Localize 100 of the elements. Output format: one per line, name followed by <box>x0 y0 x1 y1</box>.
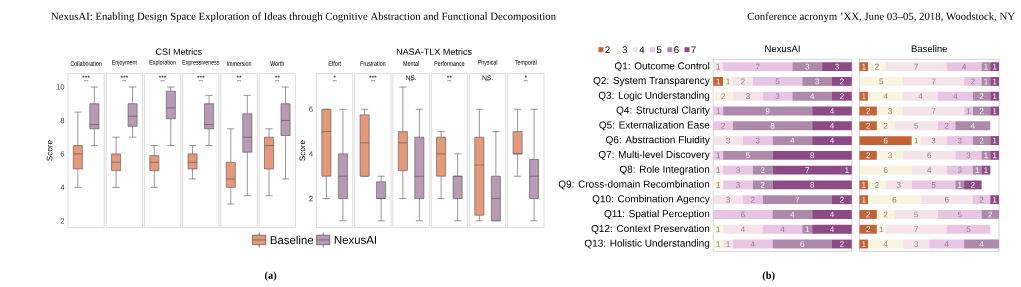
data-label: 1 <box>958 182 962 188</box>
data-label: 3 <box>745 93 750 100</box>
data-label: 2 <box>979 137 984 144</box>
bar <box>868 91 904 101</box>
data-label: 1 <box>993 197 997 203</box>
chart-title: NexusAI <box>765 45 800 53</box>
y-tick-label: Q6: Abstraction Fluidity <box>606 136 710 146</box>
data-label: 5 <box>775 78 780 85</box>
data-label: 3 <box>815 78 820 85</box>
bar <box>812 224 852 234</box>
bar <box>752 180 773 190</box>
legend-label: 3 <box>622 46 627 54</box>
bar <box>885 62 947 72</box>
data-label: 2 <box>883 123 888 129</box>
bar <box>859 210 877 220</box>
data-label: 5 <box>879 78 884 85</box>
data-label: 2 <box>883 211 888 218</box>
data-label: 4 <box>790 137 795 144</box>
data-label: 4 <box>780 226 785 233</box>
y-tick-label: Q11: Spatial Perception <box>604 209 710 220</box>
data-label: 2 <box>979 108 984 114</box>
data-label: 6 <box>741 211 745 218</box>
data-label: 2 <box>840 78 844 85</box>
data-label: 6 <box>883 137 888 144</box>
data-label: 3 <box>957 137 962 144</box>
bar <box>792 91 832 101</box>
bar <box>911 165 947 175</box>
data-label: 1 <box>966 108 971 114</box>
data-label: 1 <box>993 78 997 85</box>
data-label: 3 <box>835 63 839 70</box>
bar <box>955 121 991 131</box>
data-label: 6 <box>944 196 949 203</box>
data-label: 2 <box>840 93 844 100</box>
data-label: 1 <box>716 78 720 85</box>
data-label: 2 <box>750 196 755 203</box>
bar <box>885 224 947 234</box>
bar <box>713 121 733 131</box>
data-label: 1 <box>984 167 988 174</box>
data-label: 8 <box>810 182 815 188</box>
data-label: 1 <box>984 78 988 85</box>
bar <box>894 121 938 131</box>
legend-label: 5 <box>656 46 662 54</box>
chart-title: Baseline <box>911 45 948 53</box>
data-label: 4 <box>750 241 755 247</box>
bar <box>723 151 773 160</box>
bar <box>812 136 852 146</box>
bar <box>723 165 753 175</box>
data-label: 2 <box>988 211 993 218</box>
bar <box>885 180 912 190</box>
bar <box>713 136 743 146</box>
data-label: 2 <box>979 196 984 203</box>
bar <box>903 91 938 101</box>
data-label: 4 <box>790 211 795 218</box>
data-label: 5 <box>957 211 962 218</box>
bar <box>713 151 724 160</box>
data-label: 2 <box>866 123 871 129</box>
bar <box>713 91 733 101</box>
legend-label: 6 <box>674 46 679 54</box>
bar <box>868 195 921 205</box>
bar <box>723 77 733 86</box>
data-label: 1 <box>862 63 866 70</box>
bar <box>859 121 877 131</box>
data-label: 7 <box>914 63 918 70</box>
data-label: 6 <box>883 167 888 174</box>
text: (a) <box>264 271 277 282</box>
bar <box>832 77 852 86</box>
bar <box>937 91 973 101</box>
bar <box>733 121 813 131</box>
data-label: 5 <box>914 123 919 129</box>
data-label: 1 <box>716 241 720 247</box>
bar <box>723 224 763 234</box>
y-tick-label: Q3: Logic Understanding <box>598 91 710 101</box>
data-label: 2 <box>866 226 871 233</box>
bar <box>713 62 724 72</box>
bar <box>772 210 813 220</box>
data-label: 1 <box>716 182 720 188</box>
bar <box>972 195 991 205</box>
bar <box>876 121 895 131</box>
text: NASA-TLX Metrics <box>396 48 472 56</box>
bar <box>937 210 982 220</box>
y-tick-label: Q2: System Transparency <box>593 77 710 87</box>
data-label: 8 <box>770 123 775 129</box>
bar <box>920 136 947 146</box>
bar <box>972 91 991 101</box>
data-label: 2 <box>741 78 745 85</box>
y-tick-label: Q8: Role Integration <box>619 165 710 175</box>
data-label: 5 <box>931 182 936 188</box>
data-label: 8 <box>810 152 815 159</box>
data-label: 1 <box>993 108 997 114</box>
y-axis-title: Score <box>299 140 306 161</box>
data-label: 1 <box>993 152 997 159</box>
bar <box>990 151 1000 160</box>
bar <box>713 165 724 175</box>
legend-label: 4 <box>639 46 645 54</box>
data-label: 3 <box>896 182 901 188</box>
bar <box>920 195 973 205</box>
bar <box>859 77 904 86</box>
data-label: 2 <box>875 182 879 188</box>
data-label: 1 <box>716 63 720 70</box>
data-label: 1 <box>716 226 720 233</box>
